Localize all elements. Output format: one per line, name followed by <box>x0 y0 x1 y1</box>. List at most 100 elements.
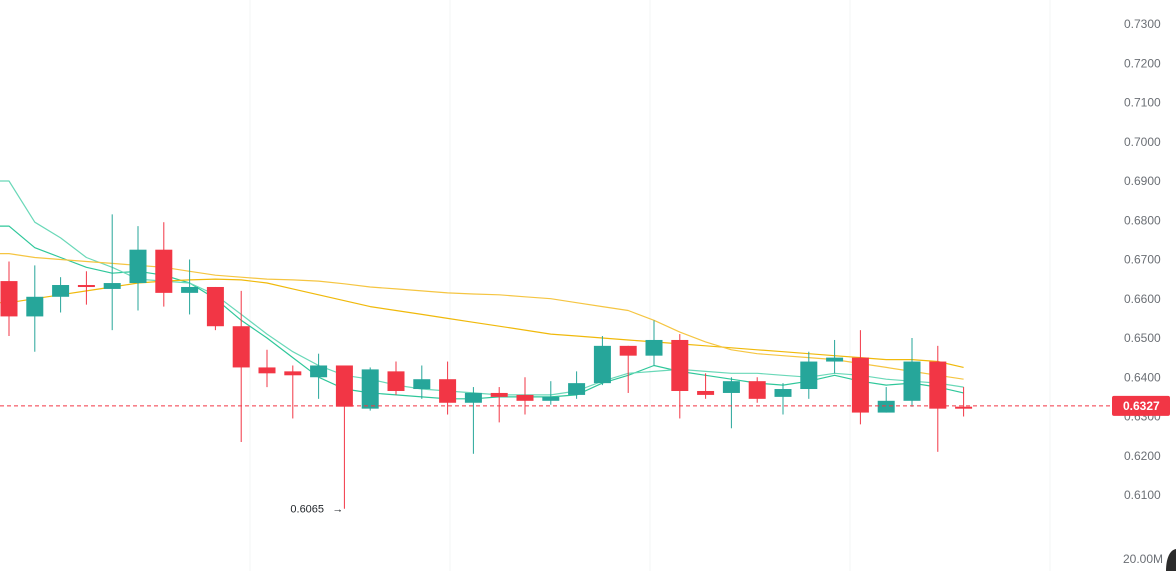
candle <box>774 383 792 415</box>
low-marker: 0.6065 → <box>290 504 343 516</box>
price-tick-label: 0.6900 <box>1124 174 1161 188</box>
candle-body <box>697 390 715 395</box>
candle-body <box>877 400 895 413</box>
candle <box>52 277 70 313</box>
candle <box>26 265 44 352</box>
price-tick-label: 0.6700 <box>1124 253 1161 267</box>
volume-axis-tick: 20.00M <box>1123 552 1163 566</box>
candle-body <box>258 367 276 374</box>
price-tick-label: 0.6100 <box>1124 488 1161 502</box>
candle-body <box>490 392 508 397</box>
candle-body <box>542 396 560 401</box>
ma-line-ma_mid <box>0 180 964 396</box>
candle-body <box>206 286 224 327</box>
candle <box>877 387 895 413</box>
candle-body <box>335 365 353 407</box>
candle <box>490 387 508 423</box>
candle <box>413 365 431 399</box>
candle-body <box>903 361 921 401</box>
candle <box>258 349 276 388</box>
price-tick-label: 0.6400 <box>1124 370 1161 384</box>
candle <box>722 377 740 429</box>
candle <box>77 271 95 305</box>
moving-average-lines <box>0 180 964 400</box>
candle <box>697 373 715 399</box>
candle <box>310 353 328 399</box>
candles <box>0 214 973 509</box>
candle <box>181 259 199 315</box>
candle <box>439 361 457 415</box>
price-tick-label: 0.7200 <box>1124 56 1161 70</box>
candle-body <box>155 249 173 293</box>
candle-body <box>387 371 405 391</box>
candle-body <box>181 286 199 293</box>
candle-body <box>310 365 328 378</box>
price-tick-label: 0.6500 <box>1124 331 1161 345</box>
candle <box>826 339 844 374</box>
candle <box>748 377 766 403</box>
candle-body <box>748 381 766 399</box>
price-axis[interactable]: 0.7300 0.7200 0.7100 0.7000 0.6900 0.6800 0.67… <box>1124 17 1161 502</box>
candle-body <box>52 285 70 297</box>
price-tick-label: 0.6200 <box>1124 449 1161 463</box>
candle <box>155 222 173 307</box>
candle <box>387 361 405 395</box>
candle-body <box>129 249 147 284</box>
candle-body <box>26 296 44 317</box>
candle-body <box>929 361 947 409</box>
candle <box>645 320 663 366</box>
candle-body <box>568 383 586 395</box>
low-price-label: 0.6065 <box>290 504 324 516</box>
candle <box>361 367 379 411</box>
candle <box>0 261 18 337</box>
candle-body <box>851 357 869 413</box>
candle <box>903 338 921 407</box>
price-tick-label: 0.6800 <box>1124 213 1161 227</box>
candle <box>929 345 947 452</box>
candle-body <box>955 406 973 409</box>
candle <box>568 371 586 399</box>
candle-body <box>284 371 302 376</box>
candle-body <box>0 281 18 317</box>
price-tick-label: 0.7300 <box>1124 17 1161 31</box>
candle-body <box>800 361 818 390</box>
current-price-badge <box>1112 395 1170 416</box>
candle-body <box>722 381 740 393</box>
low-arrow-icon: → <box>332 504 343 516</box>
candle <box>955 387 973 417</box>
candle <box>335 365 353 509</box>
current-price-tag: 0.6327 <box>1112 395 1170 416</box>
candle-body <box>516 394 534 401</box>
candle <box>619 345 637 393</box>
candle-body <box>439 379 457 403</box>
ma-line-ma_slow_a <box>0 278 964 368</box>
candle-body <box>619 345 637 356</box>
candle-body <box>361 369 379 409</box>
candle-body <box>413 379 431 390</box>
candle <box>206 286 224 331</box>
candle-body <box>671 339 689 391</box>
candle-body <box>103 283 121 289</box>
candle <box>516 377 534 415</box>
candle <box>542 381 560 405</box>
ma-line-ma_slow_b <box>0 253 964 380</box>
candle <box>284 365 302 419</box>
brand-logo-icon <box>1166 549 1176 571</box>
price-tick-label: 0.7100 <box>1124 96 1161 110</box>
candle <box>851 330 869 425</box>
candle-body <box>826 357 844 362</box>
price-tick-label: 0.7000 <box>1124 135 1161 149</box>
current-price-label: 0.6327 <box>1123 399 1160 413</box>
candle <box>129 226 147 311</box>
price-tick-label: 0.6600 <box>1124 292 1161 306</box>
candle-body <box>593 345 611 384</box>
candle-body <box>464 392 482 403</box>
candle <box>671 334 689 419</box>
candle-body <box>77 285 95 288</box>
candle <box>232 290 250 443</box>
candle <box>800 351 818 399</box>
grid-lines <box>249 0 1051 571</box>
candle-body <box>645 339 663 356</box>
candle <box>103 214 121 331</box>
